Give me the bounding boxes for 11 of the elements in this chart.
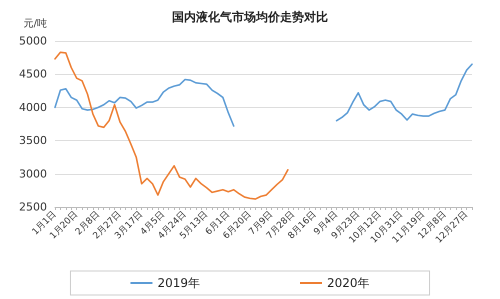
- y-tick-label: 3500: [19, 134, 47, 148]
- y-tick-label: 2500: [19, 200, 47, 214]
- y-tick-label: 3000: [19, 167, 47, 180]
- y-tick-label: 4500: [19, 68, 47, 81]
- y-tick-label: 5000: [19, 34, 47, 48]
- line-series: [54, 51, 289, 200]
- legend-label: 2020年: [327, 276, 370, 290]
- legend-label: 2019年: [157, 276, 200, 290]
- chart-title: 国内液化气市场均价走势对比: [172, 10, 328, 24]
- y-tick-label: 4000: [19, 100, 47, 114]
- y-axis-title: 元/吨: [24, 18, 47, 30]
